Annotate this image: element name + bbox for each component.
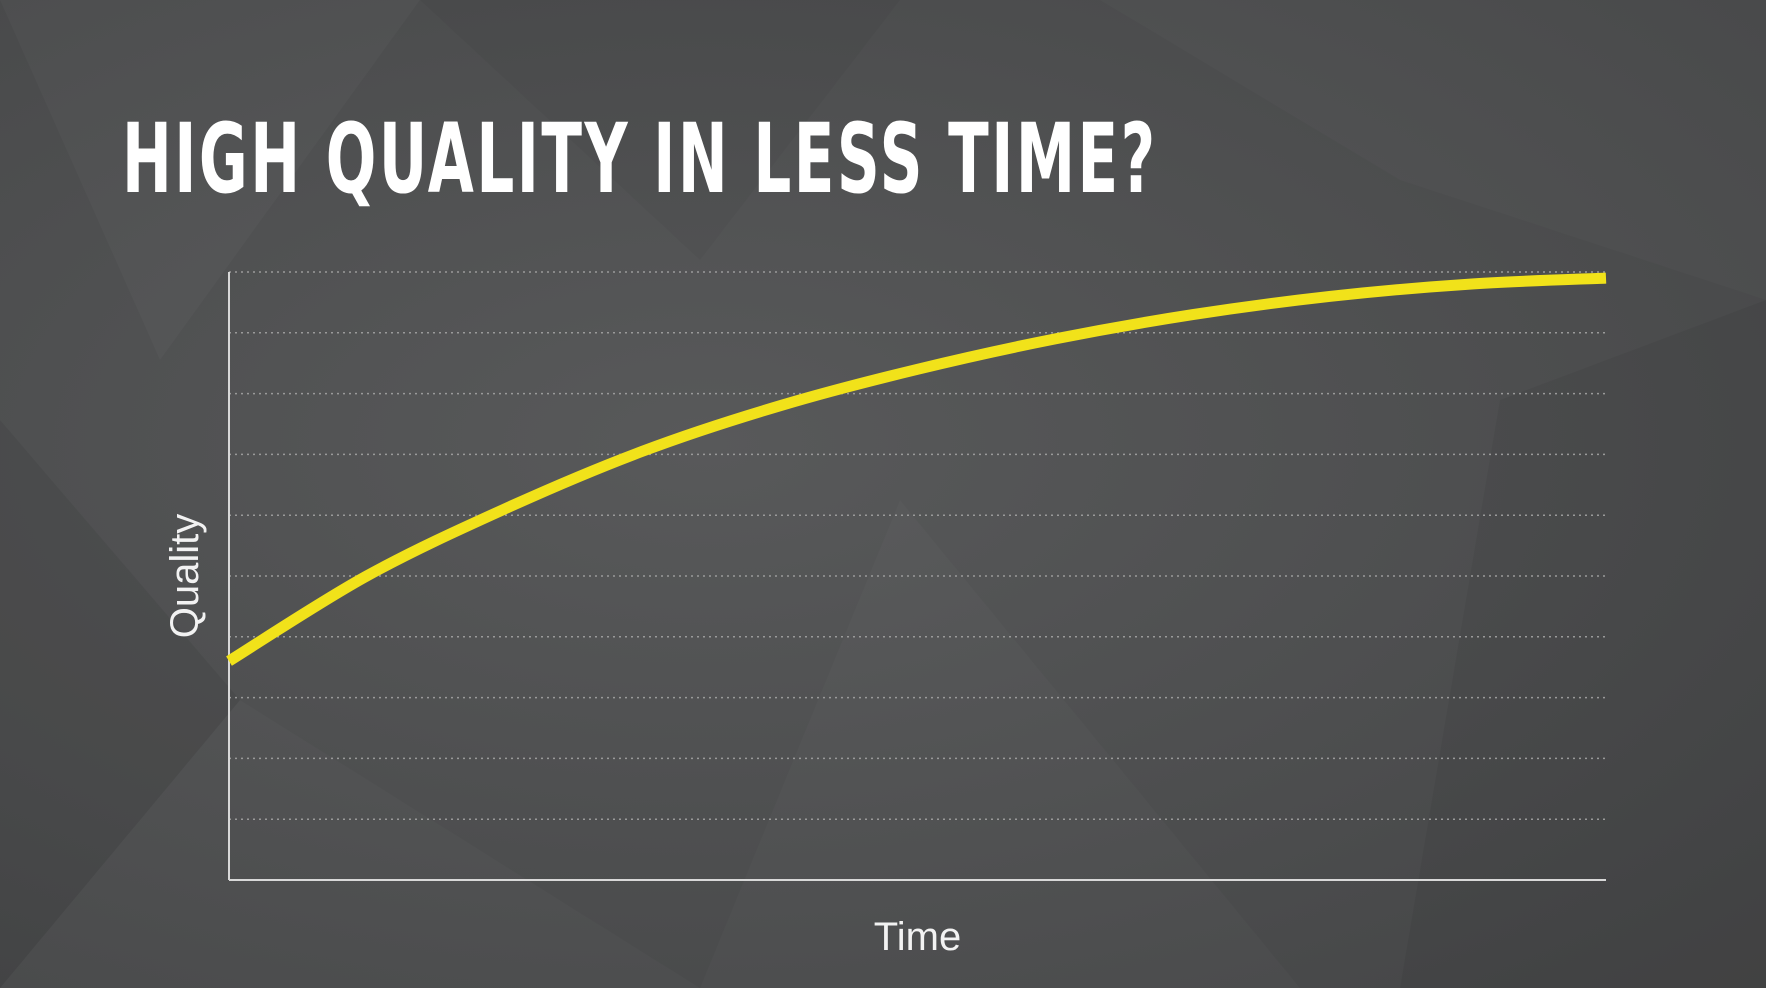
- y-axis-title: Quality: [163, 514, 207, 639]
- x-axis-title: Time: [874, 915, 961, 959]
- grid-lines: [229, 271, 1606, 820]
- series-line: [226, 272, 1607, 666]
- slide-title: HIGH QUALITY IN LESS TIME?: [122, 103, 1158, 215]
